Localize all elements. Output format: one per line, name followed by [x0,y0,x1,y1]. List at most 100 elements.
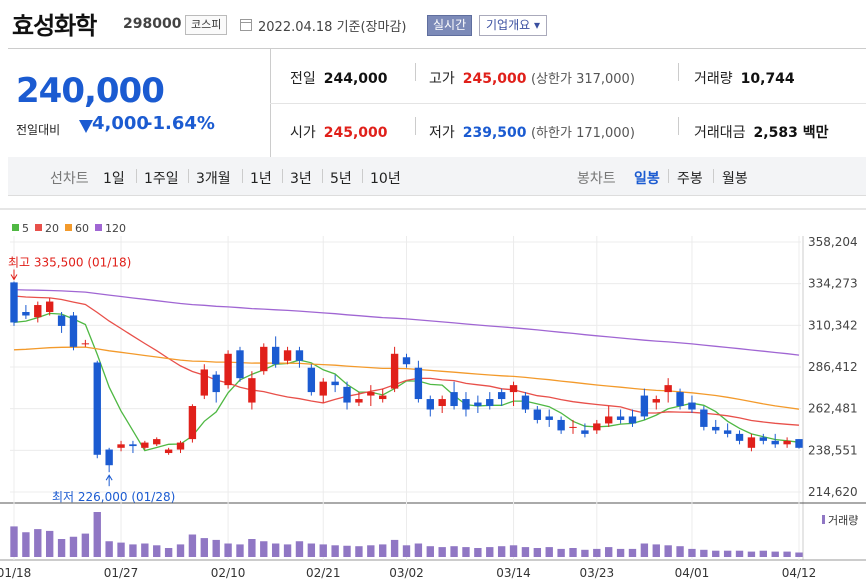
volume-bar [319,544,327,557]
candle-monthly[interactable]: 월봉 [722,171,748,187]
candle-body [712,426,720,431]
y-tick-label: 310,342 [808,318,858,332]
candle-body [200,369,208,396]
volume-bar [497,546,506,557]
candle-body [355,399,363,403]
volume-bar [664,545,672,557]
candle-body [129,444,137,447]
candle-body [283,350,292,361]
x-tick-label: 03/23 [580,566,615,580]
period-10y[interactable]: 10년 [370,171,401,187]
period-1d[interactable]: 1일 [103,171,125,187]
y-tick-label: 262,481 [808,402,858,416]
period-1y[interactable]: 1년 [250,171,272,187]
candle-body [22,312,30,316]
candle-body [557,419,565,431]
legend-item-120: 120 [95,222,126,235]
volume-bar [569,548,577,557]
volume-bar [712,550,720,557]
candle-body [521,395,530,410]
high-value: 245,000 [462,71,527,87]
period-5y[interactable]: 5년 [330,171,352,187]
candle-body [57,315,66,326]
volume-bar [93,512,101,557]
candle-daily[interactable]: 일봉 [634,171,660,187]
divider [362,169,363,183]
candle-body [260,346,268,372]
legend-label: 20 [45,222,59,235]
candle-body [450,392,458,407]
candle-body [236,350,244,379]
candle-body [462,399,470,410]
high-label: 고가 [429,71,455,87]
candle-body [402,357,411,365]
ma120-line [13,288,800,356]
candle-body [438,399,446,407]
period-3y[interactable]: 3년 [290,171,312,187]
candle-weekly[interactable]: 주봉 [677,171,703,187]
candle-body [628,416,637,424]
open-value: 245,000 [323,125,388,141]
volume-bar [509,545,518,557]
candle-body [69,315,78,347]
candle-body [426,399,434,410]
y-tick-label: 358,204 [808,235,858,249]
realtime-button[interactable]: 실시간 [427,15,473,36]
volume-bar [521,547,530,557]
candle-body [497,392,506,400]
candle-body [141,442,149,448]
x-tick-label: 04/01 [675,566,710,580]
candle-body [34,305,42,318]
prev-close-value: 244,000 [323,71,388,87]
volume-bar [545,547,553,557]
volume-bar [438,547,446,557]
candle-body [474,402,482,407]
volume-bar [723,550,732,557]
candle-body [164,449,173,454]
volume-bar [34,529,42,557]
candle-body [343,386,351,403]
lower-limit: (하한가 171,000) [530,126,635,141]
candle-body [486,399,494,407]
volume-bar [212,539,220,557]
divider [678,63,679,81]
divider [136,169,137,183]
legend-label: 60 [75,222,89,235]
period-3m[interactable]: 3개월 [196,171,231,187]
volume-bar [295,541,304,557]
volume-bar [747,551,756,557]
quote-row-divider [270,103,866,104]
divider [282,169,283,183]
legend-swatch [95,224,102,231]
legend-item-5: 5 [12,222,29,235]
divider [668,169,669,183]
volume-bar [188,534,197,557]
volume-bar [271,543,280,557]
volume-bar [224,543,232,557]
candle-body [581,430,589,434]
prev-close-label: 전일 [290,71,316,87]
change-value: 4,000 [92,113,149,134]
volume-bar [402,545,411,557]
candle-body [390,353,399,389]
candle-body [795,439,803,448]
low-arrow-icon [105,474,113,481]
candle-body [735,433,744,441]
period-1w[interactable]: 1주일 [144,171,179,187]
divider [713,169,714,183]
volume-bar [355,546,363,557]
volume-legend-label: 거래량 [828,514,858,527]
volume-bar [343,545,351,557]
legend-swatch [65,224,72,231]
candle-body [771,440,779,445]
company-overview-button[interactable]: 기업개요 ▾ [479,15,547,36]
volume-bar [593,548,601,557]
candle-body [664,385,672,393]
volume-bar [771,551,779,557]
x-tick-label: 03/14 [496,566,531,580]
down-arrow-icon [79,120,93,133]
volume-bar [605,547,613,557]
candle-body [688,402,696,410]
candle-body [783,440,791,445]
volume-bar [652,544,660,557]
